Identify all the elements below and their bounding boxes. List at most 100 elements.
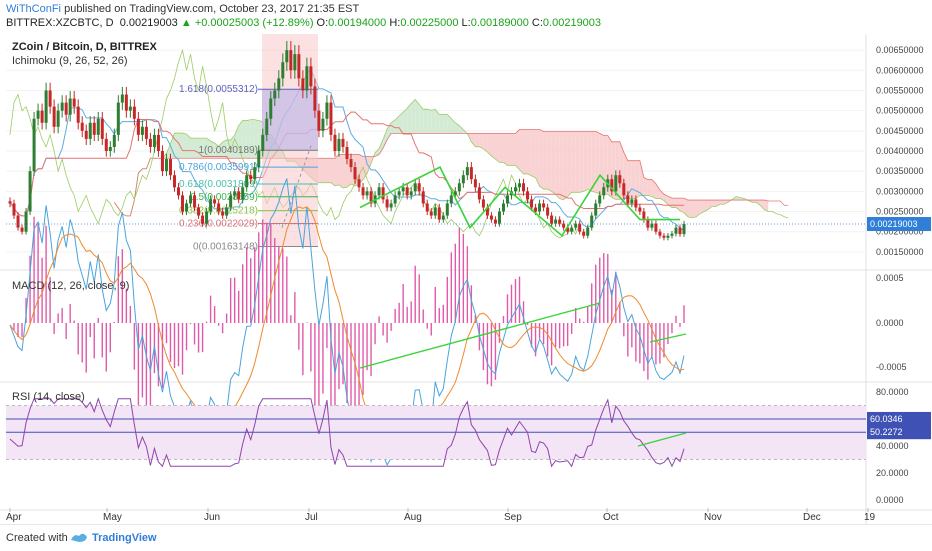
time-tick-label: Nov bbox=[704, 512, 722, 523]
ichimoku-cloud-segment bbox=[583, 131, 588, 192]
rsi-value-tag-label: 50.2272 bbox=[870, 427, 903, 437]
footer: Created with TradingView bbox=[0, 524, 932, 551]
candle-body bbox=[610, 179, 614, 192]
ichimoku-cloud-segment bbox=[531, 129, 536, 178]
candle-body bbox=[249, 175, 253, 180]
candle-body bbox=[349, 159, 353, 168]
candle-body bbox=[112, 134, 116, 147]
candle-body bbox=[566, 227, 570, 232]
macd-line bbox=[9, 178, 685, 467]
candle-body bbox=[425, 203, 429, 212]
candle-body bbox=[485, 207, 489, 216]
high-value: 0.00225000 bbox=[400, 17, 459, 29]
candle-body bbox=[401, 187, 405, 192]
publisher-name[interactable]: WiThConFi bbox=[6, 3, 62, 15]
candle-body bbox=[156, 134, 160, 151]
ichimoku-cloud-segment bbox=[226, 139, 231, 159]
candle-body bbox=[152, 134, 156, 147]
ichimoku-cloud-segment bbox=[202, 138, 207, 159]
ichimoku-cloud-segment bbox=[535, 129, 540, 187]
ichimoku-cloud-segment bbox=[712, 200, 717, 207]
ichimoku-cloud-segment bbox=[507, 133, 512, 166]
price-tick-label: 0.00550000 bbox=[876, 85, 924, 95]
candle-body bbox=[449, 195, 453, 204]
senkou-span-a-line bbox=[113, 98, 789, 219]
ichimoku-label: Ichimoku (9, 26, 52, 26) bbox=[12, 55, 128, 67]
ohlc-line: BITTREX:XZCBTC, D 0.00219003 ▲ +0.000250… bbox=[6, 17, 601, 29]
rsi-value-tag bbox=[867, 411, 931, 426]
ichimoku-cloud-segment bbox=[479, 133, 484, 149]
candle-body bbox=[518, 183, 522, 188]
ichimoku-cloud-segment bbox=[411, 99, 416, 134]
candle-body bbox=[441, 215, 445, 220]
ichimoku-cloud-segment bbox=[752, 200, 757, 203]
candle-body bbox=[96, 118, 100, 135]
candle-body bbox=[526, 191, 530, 200]
open-value: 0.00194000 bbox=[328, 17, 387, 29]
high-label: H: bbox=[389, 17, 401, 29]
ichimoku-cloud-segment bbox=[483, 133, 488, 153]
candle-body bbox=[654, 223, 658, 232]
time-tick-label: Dec bbox=[803, 512, 821, 523]
candle-body bbox=[229, 195, 233, 208]
candle-body bbox=[345, 146, 349, 160]
candle-body bbox=[473, 179, 477, 188]
candle-body bbox=[56, 110, 60, 127]
ichimoku-cloud-segment bbox=[222, 139, 227, 159]
panel-bg-2 bbox=[0, 272, 866, 380]
candle-body bbox=[20, 227, 24, 232]
price-tick-label: 0.00350000 bbox=[876, 166, 924, 176]
last-price-tag-label: 0.00219003 bbox=[870, 219, 918, 229]
price-tick-label: 0.00250000 bbox=[876, 207, 924, 217]
ichimoku-cloud-segment bbox=[675, 198, 680, 211]
price-tick-label: 0.00450000 bbox=[876, 126, 924, 136]
candle-body bbox=[670, 233, 674, 236]
ichimoku-cloud-segment bbox=[523, 129, 528, 174]
candle-body bbox=[301, 78, 305, 91]
published-text: published on TradingView.com, October 23… bbox=[64, 3, 360, 15]
ichimoku-cloud-segment bbox=[214, 143, 219, 159]
up-arrow-icon: ▲ bbox=[180, 17, 192, 29]
ichimoku-cloud-segment bbox=[527, 129, 532, 176]
candle-body bbox=[437, 207, 441, 220]
candle-body bbox=[505, 195, 509, 204]
rsi-tick-label: 0.0000 bbox=[876, 495, 904, 505]
ichimoku-cloud-segment bbox=[563, 131, 568, 200]
candle-body bbox=[530, 199, 534, 208]
candle-body bbox=[457, 183, 461, 192]
candle-body bbox=[638, 207, 642, 212]
ichimoku-cloud-segment bbox=[663, 194, 668, 205]
ichimoku-cloud-segment bbox=[174, 133, 179, 159]
tradingview-brand[interactable]: TradingView bbox=[92, 532, 157, 544]
ichimoku-cloud-segment bbox=[551, 131, 556, 195]
price-tick-label: 0.00400000 bbox=[876, 146, 924, 156]
candle-body bbox=[193, 195, 197, 208]
candle-body bbox=[225, 207, 229, 216]
candle-body bbox=[64, 102, 68, 115]
ichimoku-cloud-segment bbox=[427, 109, 432, 134]
ichimoku-cloud-segment bbox=[194, 138, 199, 159]
price-tick-label: 0.00500000 bbox=[876, 106, 924, 116]
ichimoku-cloud-segment bbox=[595, 131, 600, 195]
candle-body bbox=[160, 151, 164, 172]
candle-body bbox=[534, 207, 538, 212]
candle-body bbox=[433, 207, 437, 216]
ichimoku-cloud-segment bbox=[511, 133, 516, 166]
ichimoku-cloud-segment bbox=[399, 112, 404, 134]
price-trend-zigzag bbox=[359, 166, 680, 237]
candle-body bbox=[265, 118, 269, 135]
candle-body bbox=[92, 122, 96, 135]
ichimoku-cloud-segment bbox=[547, 131, 552, 192]
candle-body bbox=[602, 187, 606, 196]
ichimoku-cloud-segment bbox=[471, 133, 476, 147]
candle-body bbox=[293, 54, 297, 71]
macd-signal-line bbox=[9, 206, 685, 453]
fib-level-label: 1.618(0.0055312) bbox=[179, 84, 258, 95]
chart-canvas[interactable]: 0.00650000 0.00600000 0.00550000 0.00500000… bbox=[0, 0, 932, 524]
candle-body bbox=[52, 106, 56, 127]
candle-body bbox=[108, 146, 112, 151]
ichimoku-cloud-segment bbox=[182, 133, 187, 159]
ichimoku-cloud-segment bbox=[539, 129, 544, 190]
ichimoku-cloud-segment bbox=[688, 200, 693, 218]
ichimoku-cloud-segment bbox=[587, 131, 592, 192]
